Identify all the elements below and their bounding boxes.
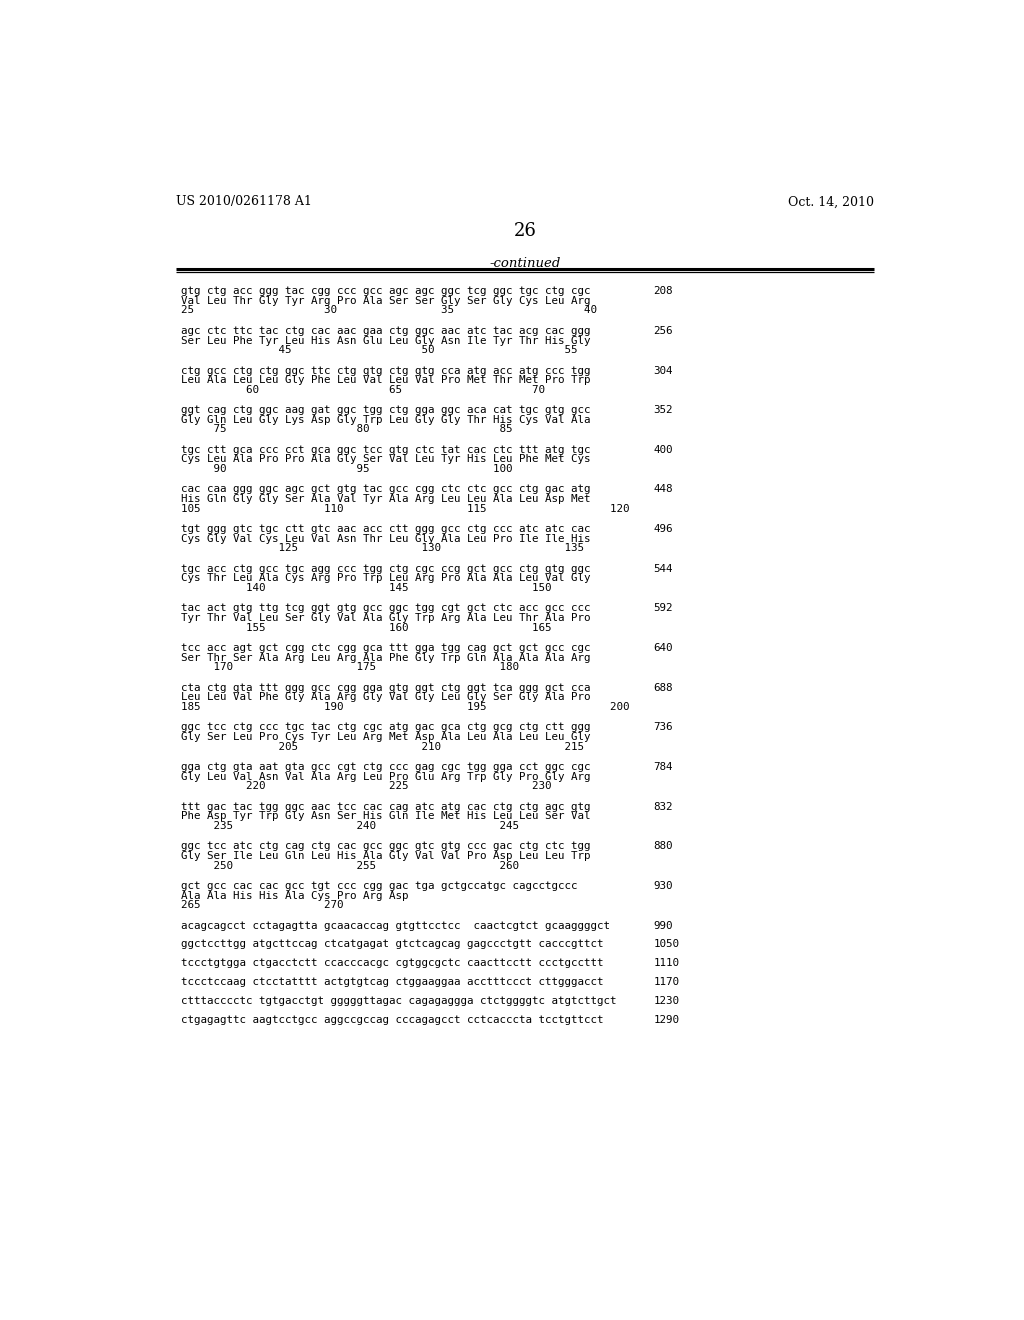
Text: 880: 880 [653,841,673,851]
Text: 544: 544 [653,564,673,574]
Text: tccctgtgga ctgacctctt ccacccacgc cgtggcgctc caacttcctt ccctgccttt: tccctgtgga ctgacctctt ccacccacgc cgtggcg… [180,958,603,969]
Text: cta ctg gta ttt ggg gcc cgg gga gtg ggt ctg ggt tca ggg gct cca: cta ctg gta ttt ggg gcc cgg gga gtg ggt … [180,682,590,693]
Text: 784: 784 [653,762,673,772]
Text: 90                    95                   100: 90 95 100 [180,465,512,474]
Text: cac caa ggg ggc agc gct gtg tac gcc cgg ctc ctc gcc ctg gac atg: cac caa ggg ggc agc gct gtg tac gcc cgg … [180,484,590,495]
Text: ctg gcc ctg ctg ggc ttc ctg gtg ctg gtg cca atg acc atg ccc tgg: ctg gcc ctg ctg ggc ttc ctg gtg ctg gtg … [180,366,590,375]
Text: 26: 26 [513,222,537,239]
Text: Oct. 14, 2010: Oct. 14, 2010 [787,195,873,209]
Text: 1170: 1170 [653,977,680,987]
Text: 592: 592 [653,603,673,614]
Text: ctttacccctc tgtgacctgt gggggttagac cagagaggga ctctggggtc atgtcttgct: ctttacccctc tgtgacctgt gggggttagac cagag… [180,995,616,1006]
Text: 25                    30                35                    40: 25 30 35 40 [180,305,597,315]
Text: 832: 832 [653,801,673,812]
Text: Tyr Thr Val Leu Ser Gly Val Ala Gly Trp Arg Ala Leu Thr Ala Pro: Tyr Thr Val Leu Ser Gly Val Ala Gly Trp … [180,612,590,623]
Text: 1050: 1050 [653,940,680,949]
Text: Val Leu Thr Gly Tyr Arg Pro Ala Ser Ser Gly Ser Gly Cys Leu Arg: Val Leu Thr Gly Tyr Arg Pro Ala Ser Ser … [180,296,590,306]
Text: Phe Asp Tyr Trp Gly Asn Ser His Gln Ile Met His Leu Leu Ser Val: Phe Asp Tyr Trp Gly Asn Ser His Gln Ile … [180,812,590,821]
Text: tac act gtg ttg tcg ggt gtg gcc ggc tgg cgt gct ctc acc gcc ccc: tac act gtg ttg tcg ggt gtg gcc ggc tgg … [180,603,590,614]
Text: Cys Gly Val Cys Leu Val Asn Thr Leu Gly Ala Leu Pro Ile Ile His: Cys Gly Val Cys Leu Val Asn Thr Leu Gly … [180,533,590,544]
Text: 220                   225                   230: 220 225 230 [180,781,551,791]
Text: 1110: 1110 [653,958,680,969]
Text: 75                    80                    85: 75 80 85 [180,425,512,434]
Text: 185                   190                   195                   200: 185 190 195 200 [180,702,629,711]
Text: 250                   255                   260: 250 255 260 [180,861,519,871]
Text: 304: 304 [653,366,673,375]
Text: Ala Ala His His Ala Cys Pro Arg Asp: Ala Ala His His Ala Cys Pro Arg Asp [180,891,409,900]
Text: Ser Leu Phe Tyr Leu His Asn Glu Leu Gly Asn Ile Tyr Thr His Gly: Ser Leu Phe Tyr Leu His Asn Glu Leu Gly … [180,335,590,346]
Text: 45                    50                    55: 45 50 55 [180,345,578,355]
Text: 140                   145                   150: 140 145 150 [180,583,551,593]
Text: gga ctg gta aat gta gcc cgt ctg ccc gag cgc tgg gga cct ggc cgc: gga ctg gta aat gta gcc cgt ctg ccc gag … [180,762,590,772]
Text: agc ctc ttc tac ctg cac aac gaa ctg ggc aac atc tac acg cac ggg: agc ctc ttc tac ctg cac aac gaa ctg ggc … [180,326,590,335]
Text: tccctccaag ctcctatttt actgtgtcag ctggaaggaa acctttccct cttgggacct: tccctccaag ctcctatttt actgtgtcag ctggaag… [180,977,603,987]
Text: Gly Ser Ile Leu Gln Leu His Ala Gly Val Val Pro Asp Leu Leu Trp: Gly Ser Ile Leu Gln Leu His Ala Gly Val … [180,851,590,861]
Text: 400: 400 [653,445,673,455]
Text: 930: 930 [653,880,673,891]
Text: His Gln Gly Gly Ser Ala Val Tyr Ala Arg Leu Leu Ala Leu Asp Met: His Gln Gly Gly Ser Ala Val Tyr Ala Arg … [180,494,590,504]
Text: 265                   270: 265 270 [180,900,343,911]
Text: gct gcc cac cac gcc tgt ccc cgg gac tga gctgccatgc cagcctgccc: gct gcc cac cac gcc tgt ccc cgg gac tga … [180,880,578,891]
Text: Leu Ala Leu Leu Gly Phe Leu Val Leu Val Pro Met Thr Met Pro Trp: Leu Ala Leu Leu Gly Phe Leu Val Leu Val … [180,375,590,385]
Text: 1290: 1290 [653,1015,680,1024]
Text: 205                   210                   215: 205 210 215 [180,742,584,751]
Text: -continued: -continued [489,257,560,271]
Text: ggt cag ctg ggc aag gat ggc tgg ctg gga ggc aca cat tgc gtg gcc: ggt cag ctg ggc aag gat ggc tgg ctg gga … [180,405,590,416]
Text: 155                   160                   165: 155 160 165 [180,623,551,632]
Text: 1230: 1230 [653,995,680,1006]
Text: 235                   240                   245: 235 240 245 [180,821,519,832]
Text: ttt gac tac tgg ggc aac tcc cac cag atc atg cac ctg ctg agc gtg: ttt gac tac tgg ggc aac tcc cac cag atc … [180,801,590,812]
Text: Gly Ser Leu Pro Cys Tyr Leu Arg Met Asp Ala Leu Ala Leu Leu Gly: Gly Ser Leu Pro Cys Tyr Leu Arg Met Asp … [180,733,590,742]
Text: tgc ctt gca ccc cct gca ggc tcc gtg ctc tat cac ctc ttt atg tgc: tgc ctt gca ccc cct gca ggc tcc gtg ctc … [180,445,590,455]
Text: 170                   175                   180: 170 175 180 [180,663,519,672]
Text: 736: 736 [653,722,673,733]
Text: ggc tcc ctg ccc tgc tac ctg cgc atg gac gca ctg gcg ctg ctt ggg: ggc tcc ctg ccc tgc tac ctg cgc atg gac … [180,722,590,733]
Text: gtg ctg acc ggg tac cgg ccc gcc agc agc ggc tcg ggc tgc ctg cgc: gtg ctg acc ggg tac cgg ccc gcc agc agc … [180,286,590,296]
Text: 352: 352 [653,405,673,416]
Text: Ser Thr Ser Ala Arg Leu Arg Ala Phe Gly Trp Gln Ala Ala Ala Arg: Ser Thr Ser Ala Arg Leu Arg Ala Phe Gly … [180,653,590,663]
Text: 640: 640 [653,643,673,653]
Text: ctgagagttc aagtcctgcc aggccgccag cccagagcct cctcacccta tcctgttcct: ctgagagttc aagtcctgcc aggccgccag cccagag… [180,1015,603,1024]
Text: 990: 990 [653,921,673,931]
Text: US 2010/0261178 A1: US 2010/0261178 A1 [176,195,312,209]
Text: tcc acc agt gct cgg ctc cgg gca ttt gga tgg cag gct gct gcc cgc: tcc acc agt gct cgg ctc cgg gca ttt gga … [180,643,590,653]
Text: tgt ggg gtc tgc ctt gtc aac acc ctt ggg gcc ctg ccc atc atc cac: tgt ggg gtc tgc ctt gtc aac acc ctt ggg … [180,524,590,535]
Text: ggctccttgg atgcttccag ctcatgagat gtctcagcag gagccctgtt cacccgttct: ggctccttgg atgcttccag ctcatgagat gtctcag… [180,940,603,949]
Text: Gly Gln Leu Gly Lys Asp Gly Trp Leu Gly Gly Thr His Cys Val Ala: Gly Gln Leu Gly Lys Asp Gly Trp Leu Gly … [180,414,590,425]
Text: 208: 208 [653,286,673,296]
Text: tgc acc ctg gcc tgc agg ccc tgg ctg cgc ccg gct gcc ctg gtg ggc: tgc acc ctg gcc tgc agg ccc tgg ctg cgc … [180,564,590,574]
Text: 125                   130                   135: 125 130 135 [180,544,584,553]
Text: Cys Leu Ala Pro Pro Ala Gly Ser Val Leu Tyr His Leu Phe Met Cys: Cys Leu Ala Pro Pro Ala Gly Ser Val Leu … [180,454,590,465]
Text: Gly Leu Val Asn Val Ala Arg Leu Pro Glu Arg Trp Gly Pro Gly Arg: Gly Leu Val Asn Val Ala Arg Leu Pro Glu … [180,772,590,781]
Text: Leu Leu Val Phe Gly Ala Arg Gly Val Gly Leu Gly Ser Gly Ala Pro: Leu Leu Val Phe Gly Ala Arg Gly Val Gly … [180,693,590,702]
Text: 256: 256 [653,326,673,335]
Text: 448: 448 [653,484,673,495]
Text: Cys Thr Leu Ala Cys Arg Pro Trp Leu Arg Pro Ala Ala Leu Val Gly: Cys Thr Leu Ala Cys Arg Pro Trp Leu Arg … [180,573,590,583]
Text: 60                    65                    70: 60 65 70 [180,385,545,395]
Text: 496: 496 [653,524,673,535]
Text: 105                   110                   115                   120: 105 110 115 120 [180,504,629,513]
Text: 688: 688 [653,682,673,693]
Text: acagcagcct cctagagtta gcaacaccag gtgttcctcc  caactcgtct gcaaggggct: acagcagcct cctagagtta gcaacaccag gtgttcc… [180,921,609,931]
Text: ggc tcc atc ctg cag ctg cac gcc ggc gtc gtg ccc gac ctg ctc tgg: ggc tcc atc ctg cag ctg cac gcc ggc gtc … [180,841,590,851]
